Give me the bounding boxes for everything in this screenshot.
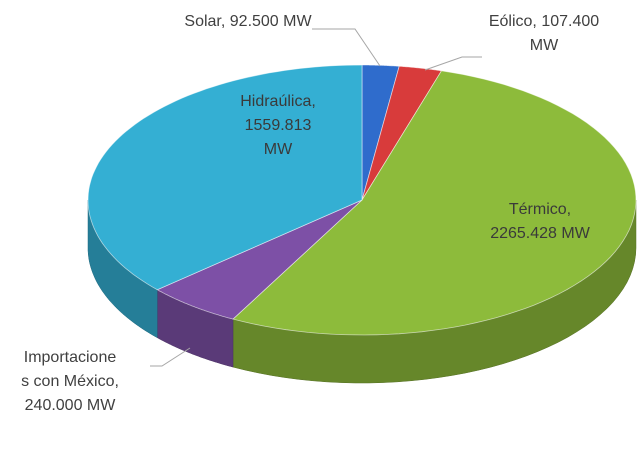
data-label: Térmico, 2265.428 MW xyxy=(490,201,590,242)
data-label: Solar, 92.500 MW xyxy=(184,13,312,30)
leader-line xyxy=(150,347,191,367)
slice xyxy=(87,64,363,291)
slice xyxy=(156,199,363,320)
data-label: Importaciones con México, 240.000 MW xyxy=(21,349,119,414)
leader-line xyxy=(312,28,381,67)
leader-line xyxy=(424,56,482,71)
slice xyxy=(232,70,637,336)
data-label: Eólico, 107.400 MW xyxy=(488,13,600,54)
slice xyxy=(361,65,443,201)
data-label: Hidraúlica, 1559.813 MW xyxy=(240,93,316,158)
